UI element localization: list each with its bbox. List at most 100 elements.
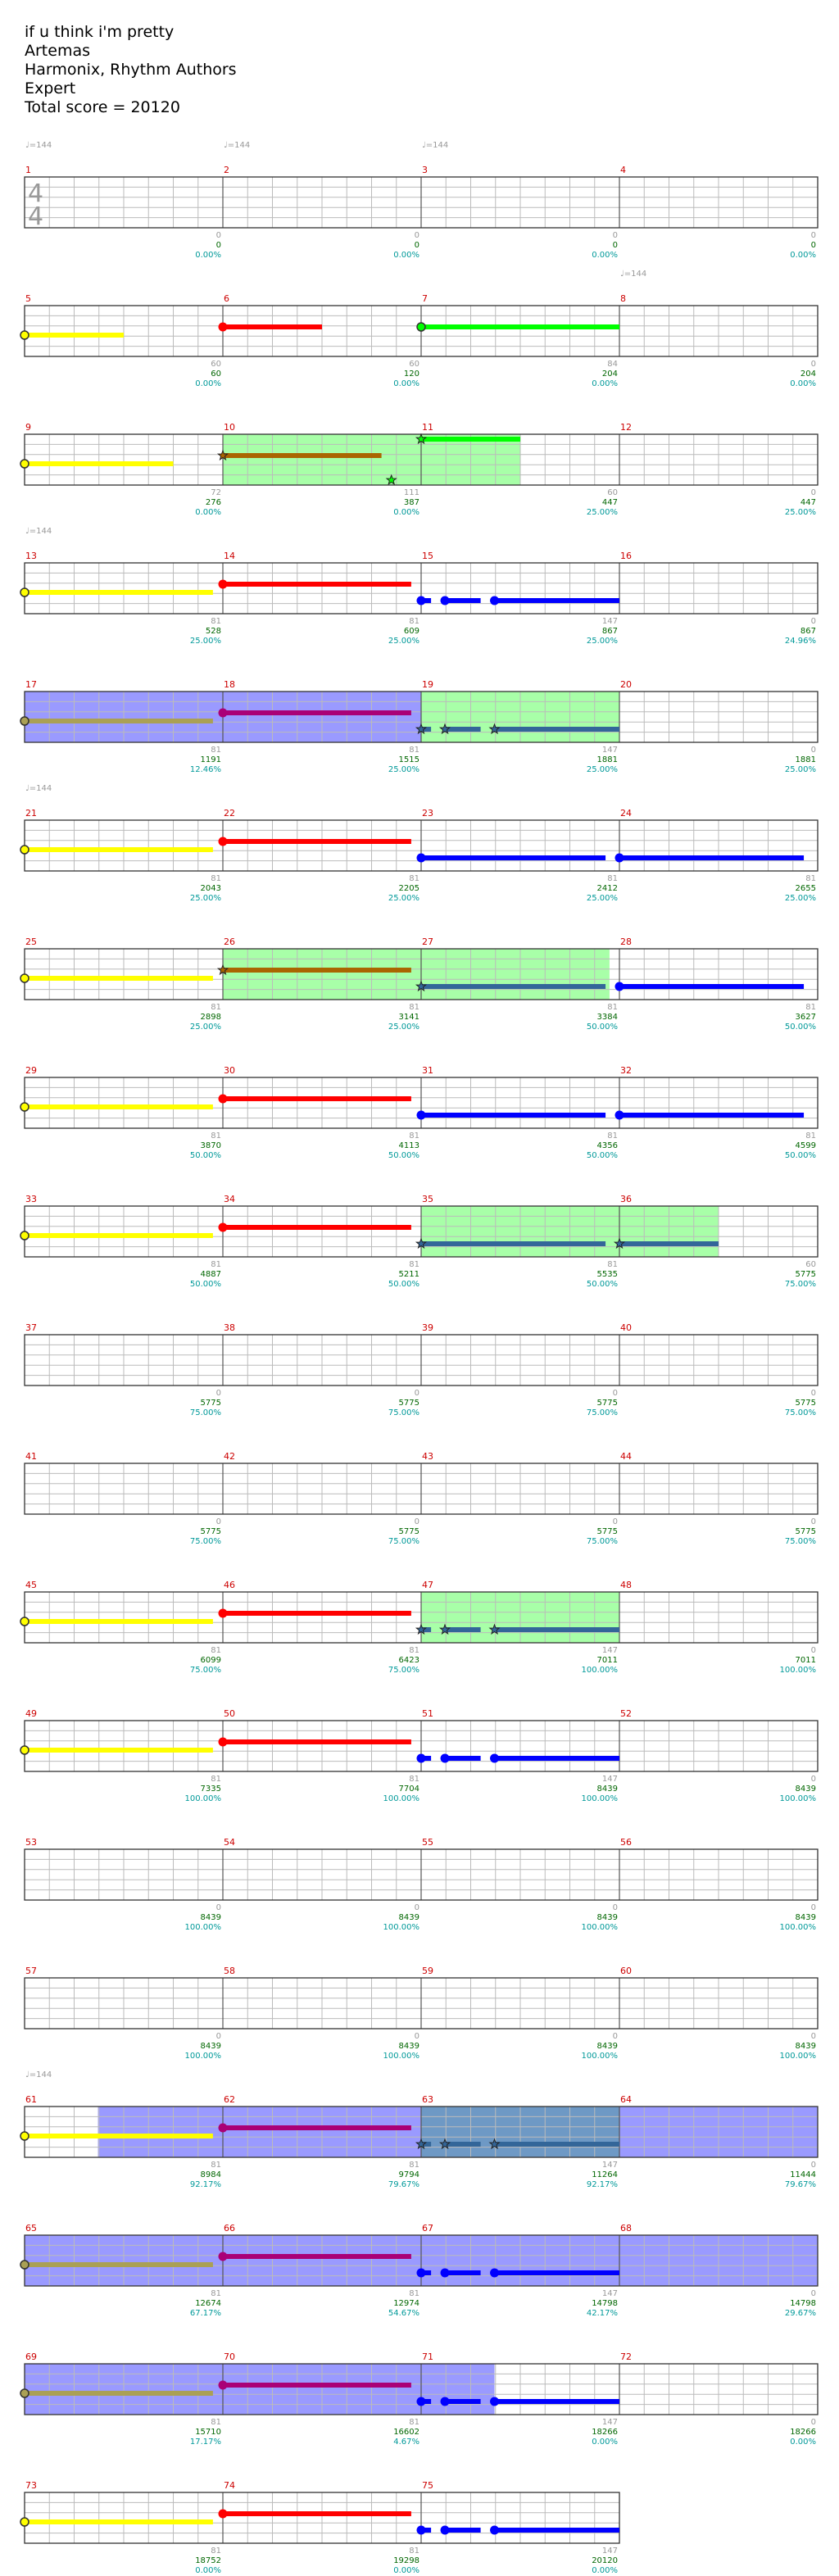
cumulative-score: 3384	[597, 1013, 618, 1022]
staff-row	[24, 1463, 819, 1515]
measure-number: 69	[25, 2352, 37, 2362]
star-note	[385, 474, 397, 486]
measure-number: 6	[224, 293, 229, 304]
note-head	[490, 2525, 500, 2535]
measure-points: 0	[811, 360, 816, 369]
cumulative-score: 2655	[796, 884, 816, 893]
measure-number: 35	[422, 1194, 433, 1204]
measure-points: 147	[602, 2418, 618, 2427]
percent-value: 0.00%	[790, 251, 816, 260]
cumulative-score: 18266	[790, 2428, 816, 2437]
cumulative-score: 11264	[592, 2170, 618, 2179]
cumulative-score: 1881	[796, 755, 816, 764]
percent-value: 79.67%	[388, 2180, 420, 2189]
measure-points: 0	[216, 1517, 221, 1526]
measure-number: 20	[620, 679, 632, 690]
measure-points: 81	[409, 1132, 420, 1141]
measure-points: 147	[602, 1775, 618, 1784]
measure-points: 111	[404, 488, 420, 497]
song-charter: Harmonix, Rhythm Authors	[25, 61, 237, 79]
cumulative-score: 8439	[201, 2042, 221, 2051]
measure-number: 68	[620, 2223, 632, 2234]
measure-number: 43	[422, 1451, 433, 1462]
staff-row	[24, 1848, 819, 1901]
staff-row	[24, 1334, 819, 1386]
percent-value: 12.46%	[190, 765, 221, 774]
note-head	[416, 2268, 426, 2278]
cumulative-score: 5775	[597, 1399, 618, 1408]
note-head	[218, 2252, 228, 2261]
measure-number: 64	[620, 2094, 632, 2105]
measure-points: 81	[211, 1775, 221, 1784]
percent-value: 75.00%	[785, 1280, 816, 1289]
song-difficulty: Expert	[25, 79, 76, 98]
measure-number: 62	[224, 2094, 235, 2105]
cumulative-score: 528	[206, 627, 221, 636]
measure-number: 22	[224, 808, 235, 819]
measure-number: 44	[620, 1451, 632, 1462]
star-note	[415, 723, 428, 735]
cumulative-score: 7335	[201, 1785, 221, 1794]
cumulative-score: 0	[216, 241, 221, 250]
measure-number: 59	[422, 1966, 433, 1976]
measure-points: 81	[607, 1260, 618, 1269]
cumulative-score: 6099	[201, 1656, 221, 1665]
measure-points: 0	[811, 1646, 816, 1655]
measure-points: 81	[409, 1003, 420, 1012]
star-note	[415, 1237, 428, 1249]
cumulative-score: 5775	[201, 1527, 221, 1536]
measure-points: 81	[211, 2161, 221, 2170]
star-note	[415, 1623, 428, 1635]
measure-number: 56	[620, 1837, 632, 1848]
total-score: Total score = 20120	[25, 98, 180, 116]
measure-points: 0	[216, 1389, 221, 1398]
measure-points: 81	[409, 617, 420, 626]
percent-value: 0.00%	[195, 2566, 221, 2575]
star-note	[438, 723, 451, 735]
note-head	[416, 1110, 426, 1120]
measure-number: 60	[620, 1966, 632, 1976]
staff-row	[20, 1591, 819, 1644]
percent-value: 0.00%	[195, 379, 221, 388]
measure-number: 67	[422, 2223, 433, 2234]
cumulative-score: 120	[404, 370, 420, 379]
percent-value: 0.00%	[393, 2566, 420, 2575]
percent-value: 0.00%	[195, 508, 221, 517]
measure-points: 0	[613, 231, 618, 240]
measure-points: 81	[805, 1003, 816, 1012]
measure-points: 0	[811, 746, 816, 755]
cumulative-score: 14798	[592, 2299, 618, 2308]
measure-points: 0	[415, 1903, 420, 1912]
percent-value: 100.00%	[383, 1923, 420, 1932]
note-head-circle	[20, 2517, 29, 2527]
tempo-marker: ♩=144	[620, 270, 646, 279]
cumulative-score: 7011	[796, 1656, 816, 1665]
staff-row	[20, 2234, 819, 2287]
note-head	[218, 2123, 228, 2133]
note-head	[490, 596, 500, 605]
staff-border	[24, 176, 819, 229]
staff-row	[20, 2492, 620, 2544]
note-head	[416, 2525, 426, 2535]
note-head	[440, 2268, 450, 2278]
cumulative-score: 12974	[393, 2299, 420, 2308]
note-head	[416, 596, 426, 605]
measure-number: 10	[224, 422, 235, 433]
phrase-highlight	[223, 949, 610, 1000]
cumulative-score: 3627	[796, 1013, 816, 1022]
measure-points: 0	[613, 1389, 618, 1398]
percent-value: 75.00%	[388, 1408, 420, 1417]
percent-value: 75.00%	[388, 1666, 420, 1675]
note-head	[218, 579, 228, 589]
percent-value: 50.00%	[785, 1151, 816, 1160]
measure-points: 81	[409, 746, 420, 755]
cumulative-score: 2043	[201, 884, 221, 893]
measure-points: 0	[216, 231, 221, 240]
measure-points: 81	[211, 2289, 221, 2298]
note-head	[440, 2525, 450, 2535]
percent-value: 25.00%	[785, 508, 816, 517]
cumulative-score: 276	[206, 498, 221, 507]
measure-number: 57	[25, 1966, 37, 1976]
note-head	[490, 1753, 500, 1763]
note-head	[615, 982, 624, 991]
